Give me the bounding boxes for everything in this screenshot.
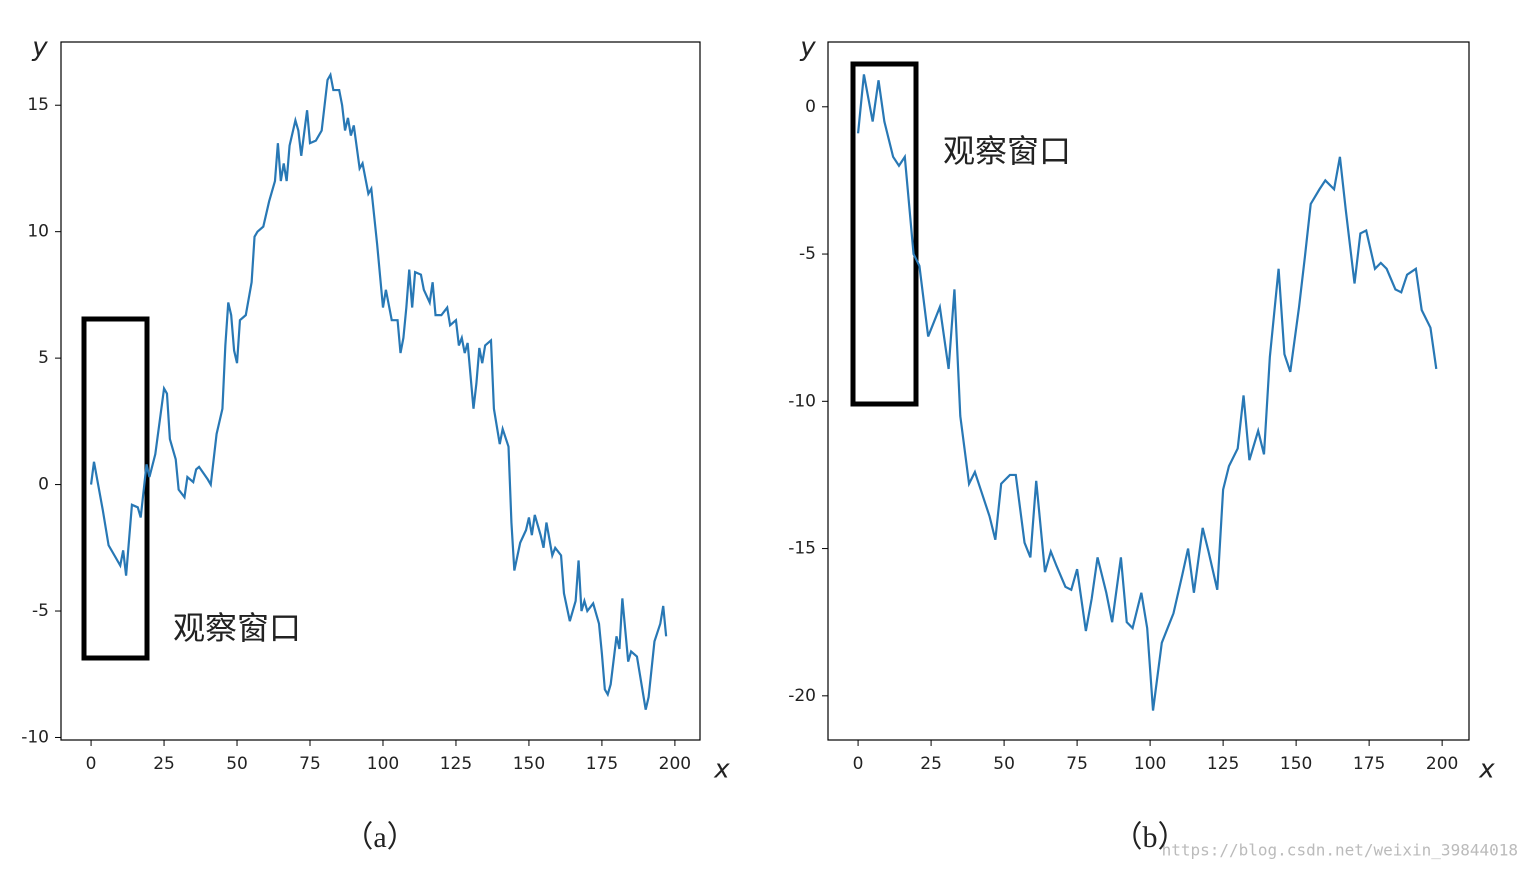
y-tick-label: -10 [21, 727, 49, 747]
axes-frame [60, 41, 701, 741]
x-tick-label: 100 [1134, 754, 1166, 774]
y-tick-label: -20 [788, 686, 816, 706]
watermark: https://blog.csdn.net/weixin_39844018 [1162, 841, 1518, 860]
x-tick-label: 75 [1066, 754, 1088, 774]
x-tick-label: 175 [586, 754, 618, 774]
y-tick-label: 0 [38, 475, 49, 495]
y-axis-label: y [799, 33, 816, 63]
annotation: 观察窗口 [173, 609, 301, 647]
x-tick-label: 25 [153, 754, 175, 774]
x-tick-label: 0 [86, 754, 97, 774]
x-tick-label: 200 [659, 754, 691, 774]
data-line [89, 71, 668, 710]
y-tick-label: 0 [805, 97, 816, 117]
data-line [856, 74, 1438, 711]
x-tick-label: 175 [1353, 754, 1385, 774]
x-tick-label: 150 [513, 754, 545, 774]
y-tick-label: -5 [32, 601, 49, 621]
x-axis-label: x [1478, 755, 1495, 785]
y-tick-label: 10 [27, 222, 49, 242]
x-tick-label: 50 [226, 754, 248, 774]
y-tick-label: 5 [38, 348, 49, 368]
y-tick-label: -10 [788, 391, 816, 411]
x-tick-label: 50 [993, 754, 1015, 774]
x-tick-label: 25 [920, 754, 942, 774]
y-tick-label: -5 [799, 244, 816, 264]
axes-frame [827, 41, 1470, 741]
x-tick-label: 125 [1207, 754, 1239, 774]
annotation: 观察窗口 [943, 132, 1071, 170]
observation-window [81, 61, 919, 661]
caption: （a） [343, 821, 416, 854]
x-tick-label: 0 [853, 754, 864, 774]
x-tick-label: 100 [367, 754, 399, 774]
x-tick-label: 75 [299, 754, 321, 774]
x-tick-label: 200 [1426, 754, 1458, 774]
y-axis-label: y [31, 33, 48, 63]
y-tick-label: -15 [788, 539, 816, 559]
x-tick-label: 125 [440, 754, 472, 774]
caption: （b） [1113, 821, 1188, 854]
x-tick-label: 150 [1280, 754, 1312, 774]
y-tick-label: 15 [27, 95, 49, 115]
x-axis-label: x [713, 755, 730, 785]
